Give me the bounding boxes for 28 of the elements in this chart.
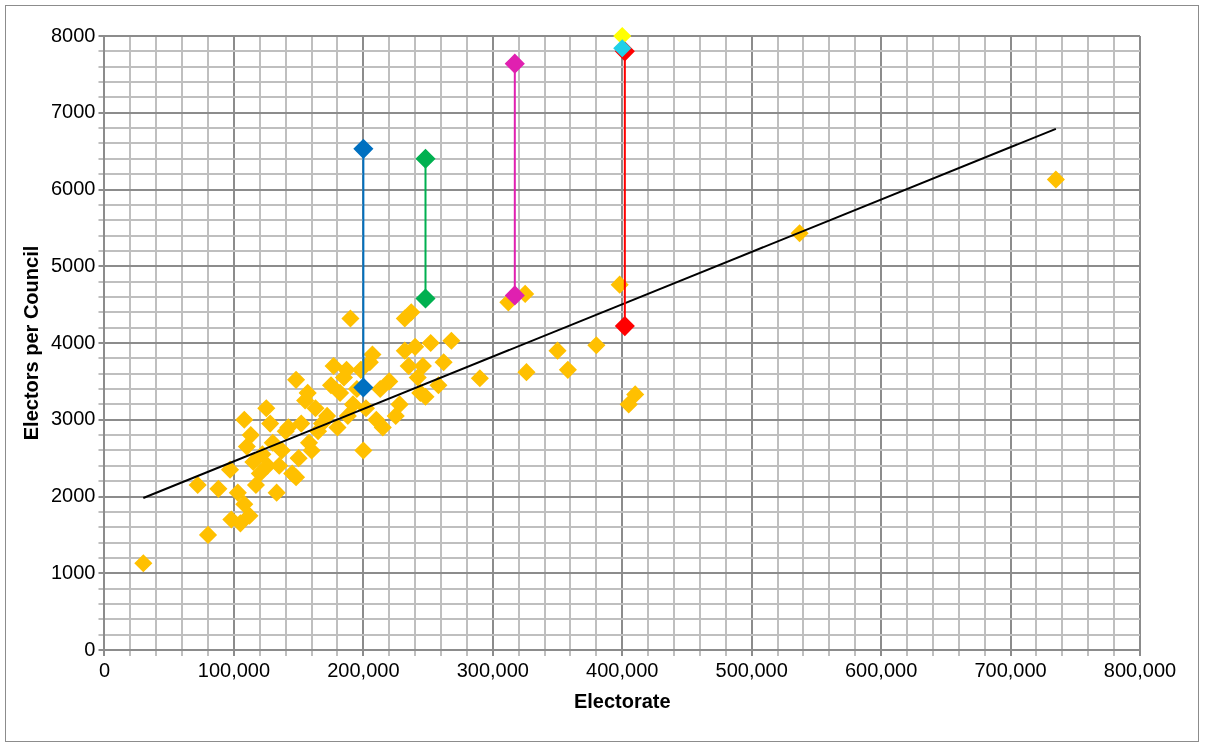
- point: [505, 285, 525, 306]
- y-tick-label: 0: [84, 637, 96, 660]
- point: [415, 149, 436, 169]
- x-axis-title: Electorate: [573, 689, 671, 712]
- y-tick-label: 8000: [50, 23, 96, 46]
- point: [613, 39, 631, 58]
- x-tick-label: 400,000: [586, 658, 659, 681]
- y-tick-label: 4000: [50, 330, 96, 353]
- y-tick-label: 5000: [50, 253, 96, 276]
- point: [415, 288, 436, 309]
- x-tick-label: 600,000: [844, 658, 918, 681]
- point: [505, 53, 525, 74]
- y-tick-label: 1000: [50, 560, 96, 583]
- y-tick-label: 2000: [50, 484, 96, 507]
- point: [353, 139, 374, 159]
- point: [353, 377, 374, 398]
- y-tick-label: 7000: [50, 100, 96, 123]
- y-tick-label: 3000: [50, 407, 96, 430]
- x-tick-label: 300,000: [456, 658, 529, 681]
- y-tick-label: 6000: [50, 177, 96, 200]
- x-tick-label: 800,000: [1103, 658, 1177, 681]
- x-tick-label: 700,000: [974, 658, 1047, 681]
- x-tick-label: 100,000: [197, 658, 271, 681]
- y-axis-title: Electors per Council: [19, 245, 42, 441]
- point: [615, 316, 635, 336]
- x-tick-label: 0: [98, 658, 111, 681]
- x-tick-label: 200,000: [327, 658, 400, 681]
- x-tick-label: 500,000: [715, 658, 788, 681]
